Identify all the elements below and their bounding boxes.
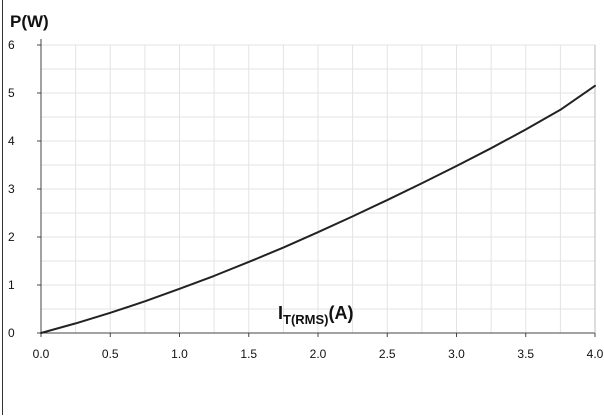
y-tick-label: 0 bbox=[8, 326, 15, 340]
x-tick-label: 4.0 bbox=[587, 347, 604, 361]
y-tick-label: 4 bbox=[8, 134, 15, 148]
y-tick-label: 1 bbox=[8, 278, 15, 292]
grid-layer bbox=[40, 44, 596, 334]
x-tick-label: 1.0 bbox=[171, 347, 188, 361]
x-axis-title-main: I bbox=[278, 303, 283, 323]
x-tick-label: 0.5 bbox=[102, 347, 119, 361]
y-tick-label: 6 bbox=[8, 38, 15, 52]
x-tick-label: 0.0 bbox=[33, 347, 50, 361]
x-tick-label: 3.0 bbox=[448, 347, 465, 361]
axis-layer bbox=[37, 39, 596, 337]
y-tick-label: 3 bbox=[8, 182, 15, 196]
x-axis-title-unit: (A) bbox=[329, 303, 354, 323]
x-tick-label: 1.5 bbox=[240, 347, 257, 361]
x-axis-title-subscript: T(RMS) bbox=[283, 312, 329, 327]
left-border-line bbox=[2, 0, 3, 415]
series-line bbox=[40, 84, 596, 334]
x-tick-label: 2.5 bbox=[379, 347, 396, 361]
y-axis-title: P(W) bbox=[10, 12, 49, 31]
x-tick-label: 3.5 bbox=[517, 347, 534, 361]
x-tick-label: 2.0 bbox=[310, 347, 327, 361]
y-tick-label: 2 bbox=[8, 230, 15, 244]
series-layer bbox=[40, 84, 596, 334]
tick-label-layer: 0 1 2 3 4 5 6 0.0 0.5 1.0 1.5 2.0 2.5 3.0 3.5 4.0 bbox=[8, 38, 604, 361]
y-tick-label: 5 bbox=[8, 86, 15, 100]
x-axis-title: IT(RMS)(A) bbox=[278, 303, 354, 327]
